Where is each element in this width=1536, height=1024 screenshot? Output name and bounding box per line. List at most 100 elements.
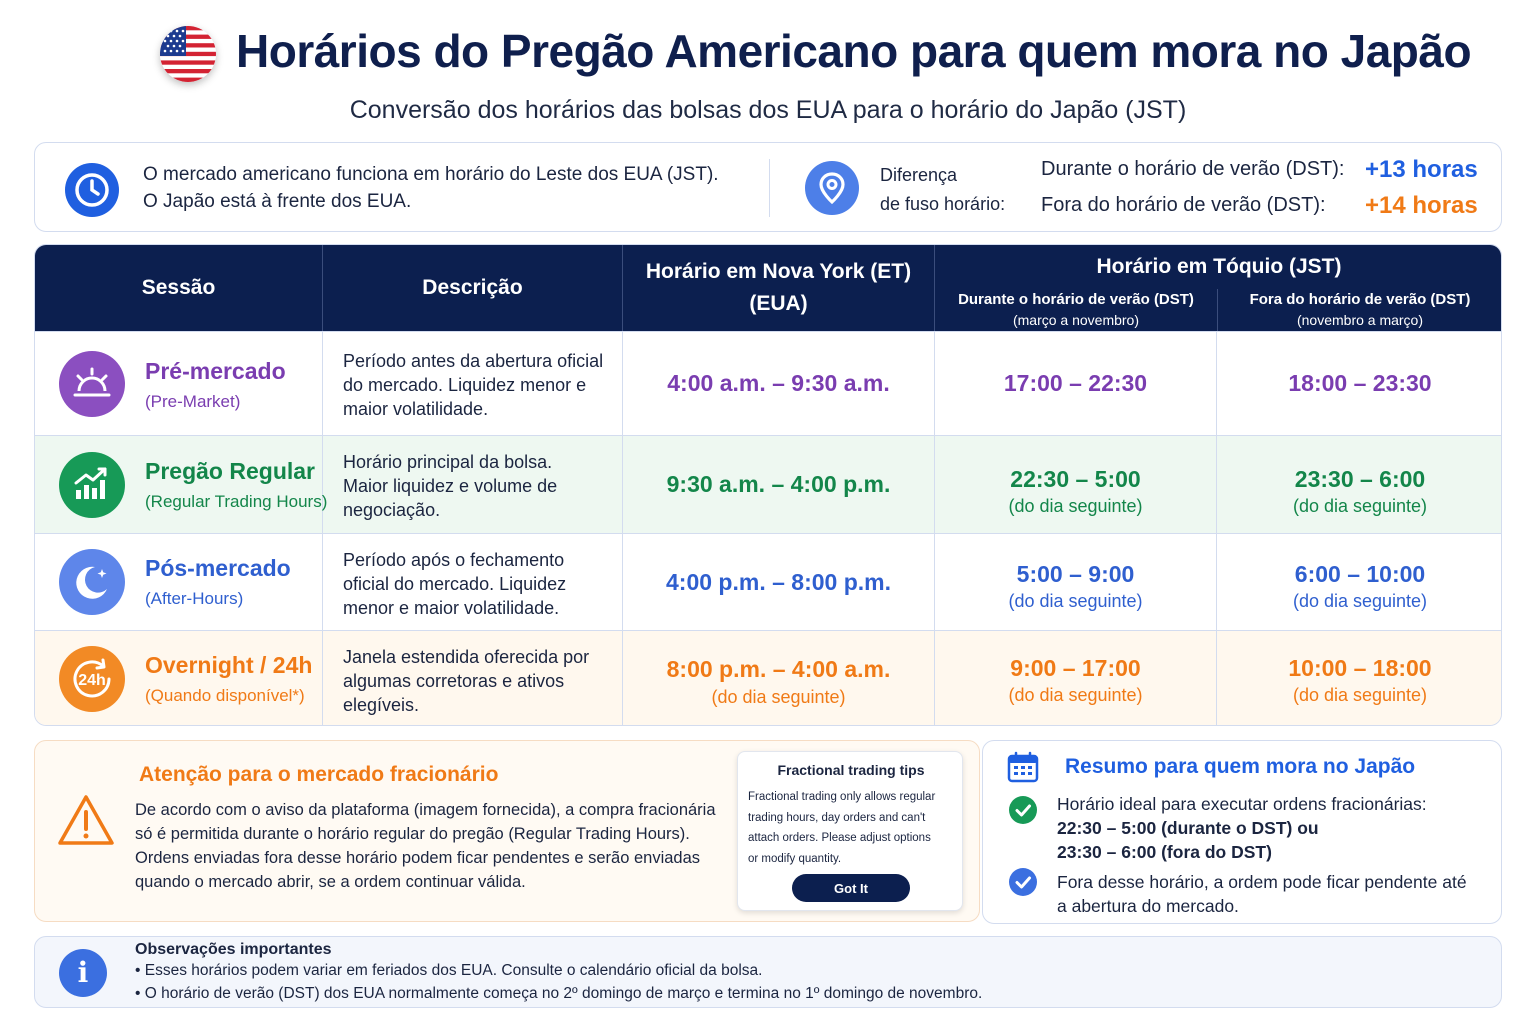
warning-icon xyxy=(57,793,115,847)
header-tokyo-no-dst: Fora do horário de verão (DST) (novembro… xyxy=(1217,289,1501,331)
summary-title: Resumo para quem mora no Japão xyxy=(1065,755,1416,778)
chart-up-icon xyxy=(59,452,125,518)
description-line: Período após o fechamento xyxy=(343,550,565,570)
tokyo-no-dst-time: 18:00 – 23:30 xyxy=(1288,370,1432,396)
header-tokyo-nodst-line1: Fora do horário de verão (DST) xyxy=(1249,291,1471,308)
fractional-tips-popup: Fractional trading tips Fractional tradi… xyxy=(737,751,963,911)
market-info-text: O mercado americano funciona em horário … xyxy=(143,161,719,215)
sunrise-icon xyxy=(59,351,125,417)
header-ny-line1: Horário em Nova York (ET) xyxy=(645,260,912,283)
us-flag-icon xyxy=(160,26,216,82)
fractional-line: De acordo com o aviso da plataforma (ima… xyxy=(135,801,716,819)
description-line: algumas corretoras e ativos xyxy=(343,671,565,691)
description-line: Período antes da abertura oficial xyxy=(343,351,604,371)
ny-time-cell: 8:00 p.m. – 4:00 a.m. (do dia seguinte) xyxy=(623,631,935,725)
fractional-text: De acordo com o aviso da plataforma (ima… xyxy=(135,798,735,894)
session-name: Pós-mercado xyxy=(145,555,291,581)
note-line: • Esses horários podem variar em feriado… xyxy=(135,962,763,979)
header-divider xyxy=(1217,289,1218,331)
note-line: • O horário de verão (DST) dos EUA norma… xyxy=(135,985,983,1002)
calendar-icon xyxy=(1007,751,1039,783)
tokyo-dst-time: 22:30 – 5:00 xyxy=(1010,466,1141,492)
next-day-note: (do dia seguinte) xyxy=(1008,591,1143,611)
market-info-line2: O Japão está à frente dos EUA. xyxy=(143,191,412,212)
divider xyxy=(769,159,770,217)
tokyo-no-dst-cell: 6:00 – 10:00 (do dia seguinte) xyxy=(1217,534,1501,630)
fractional-line: só é permitida durante o horário regular… xyxy=(135,825,690,843)
header-ny-line2: (EUA) xyxy=(749,292,808,315)
description-line: do mercado. Liquidez menor e xyxy=(343,375,587,395)
timezone-difference-label: Diferença de fuso horário: xyxy=(880,161,1005,219)
ny-time: 4:00 a.m. – 9:30 a.m. xyxy=(667,370,890,396)
next-day-note: (do dia seguinte) xyxy=(711,687,846,707)
session-cell: Pós-mercado (After-Hours) xyxy=(35,534,323,630)
dst-label: Durante o horário de verão (DST): xyxy=(1041,158,1345,180)
ny-time: 8:00 p.m. – 4:00 a.m. xyxy=(666,656,891,682)
tokyo-dst-time: 17:00 – 22:30 xyxy=(1003,370,1148,396)
header-new-york: Horário em Nova York (ET) (EUA) xyxy=(623,245,935,331)
header-tokyo-dst-line2: (março a novembro) xyxy=(1012,312,1140,328)
timezone-info-bar: O mercado americano funciona em horário … xyxy=(34,142,1502,232)
tokyo-no-dst-cell: 18:00 – 23:30 xyxy=(1217,332,1501,435)
got-it-button[interactable]: Got It xyxy=(792,874,910,902)
session-subname: (After-Hours) xyxy=(145,589,244,608)
ny-time-cell: 4:00 p.m. – 8:00 p.m. xyxy=(623,534,935,630)
session-cell: 24h Overnight / 24h (Quando disponível*) xyxy=(35,631,323,725)
tip-line: attach orders. Please adjust options xyxy=(748,832,931,844)
next-day-note: (do dia seguinte) xyxy=(1008,496,1143,516)
next-day-note: (do dia seguinte) xyxy=(1292,685,1428,705)
header-description: Descrição xyxy=(323,245,623,331)
description-line: Horário principal da bolsa. xyxy=(343,452,553,472)
page-title: Horários do Pregão Americano para quem m… xyxy=(236,25,1472,77)
fractional-title: Atenção para o mercado fracionário xyxy=(139,763,499,786)
tokyo-dst-time: 5:00 – 9:00 xyxy=(1016,561,1135,587)
location-pin-icon xyxy=(805,161,859,215)
check-icon xyxy=(1009,796,1037,824)
table-row: Pré-mercado (Pre-Market) Período antes d… xyxy=(35,331,1501,435)
description-cell: Período após o fechamento oficial do mer… xyxy=(323,534,623,630)
header-tokyo-dst-line1: Durante o horário de verão (DST) xyxy=(958,291,1194,308)
header-tokyo-nodst-line2: (novembro a março) xyxy=(1296,312,1424,328)
description-line: Maior liquidez e volume de xyxy=(343,476,558,496)
clock-icon xyxy=(65,163,119,217)
description-line: elegíveis. xyxy=(343,695,420,715)
description-cell: Horário principal da bolsa. Maior liquid… xyxy=(323,436,623,533)
diff-label-line1: Diferença xyxy=(880,165,958,185)
ny-time: 4:00 p.m. – 8:00 p.m. xyxy=(666,569,891,595)
header-session: Sessão xyxy=(35,245,323,331)
header-tokyo-dst: Durante o horário de verão (DST) (março … xyxy=(935,289,1217,331)
table-row: Pós-mercado (After-Hours) Período após o… xyxy=(35,533,1501,630)
ny-time-cell: 9:30 a.m. – 4:00 p.m. xyxy=(623,436,935,533)
tip-line: trading hours, day orders and can't xyxy=(748,811,926,824)
description-line: negociação. xyxy=(343,500,441,520)
session-description: Período antes da abertura oficial do mer… xyxy=(343,349,613,421)
session-description: Janela estendida oferecida por algumas c… xyxy=(343,645,613,717)
description-line: menor e maior volatilidade. xyxy=(343,598,560,618)
clock-24h-label: 24h xyxy=(78,672,106,689)
description-cell: Janela estendida oferecida por algumas c… xyxy=(323,631,623,725)
tokyo-no-dst-time: 6:00 – 10:00 xyxy=(1294,561,1426,587)
session-name: Pregão Regular xyxy=(145,458,315,484)
page-subtitle: Conversão dos horários das bolsas dos EU… xyxy=(349,96,1187,124)
fractional-warning-box: Atenção para o mercado fracionário De ac… xyxy=(34,740,980,922)
table-row: Pregão Regular (Regular Trading Hours) H… xyxy=(35,435,1501,533)
header-tokyo: Horário em Tóquio (JST) xyxy=(1096,255,1342,278)
tokyo-no-dst-cell: 10:00 – 18:00 (do dia seguinte) xyxy=(1217,631,1501,725)
table-header: Sessão Descrição Horário em Nova York (E… xyxy=(35,245,1501,331)
header-tokyo-group: Horário em Tóquio (JST) Durante o horári… xyxy=(935,245,1501,331)
check-icon xyxy=(1009,868,1037,896)
next-day-note: (do dia seguinte) xyxy=(1292,591,1428,611)
session-cell: Pregão Regular (Regular Trading Hours) xyxy=(35,436,327,533)
clock-24h-icon: 24h xyxy=(59,646,125,712)
session-name: Overnight / 24h xyxy=(145,652,313,678)
ny-time: 9:30 a.m. – 4:00 p.m. xyxy=(666,471,891,497)
info-icon: i xyxy=(59,949,107,997)
important-notes-box: i Observações importantes • Esses horári… xyxy=(34,936,1502,1008)
dst-value: +13 horas xyxy=(1365,156,1478,183)
summary-ideal-label: Horário ideal para executar ordens fraci… xyxy=(1057,794,1427,814)
no-dst-label: Fora do horário de verão (DST): xyxy=(1041,194,1326,216)
moon-icon xyxy=(59,549,125,615)
tokyo-dst-cell: 9:00 – 17:00 (do dia seguinte) xyxy=(935,631,1217,725)
session-cell: Pré-mercado (Pre-Market) xyxy=(35,332,323,435)
tip-line: or modify quantity. xyxy=(748,852,842,865)
